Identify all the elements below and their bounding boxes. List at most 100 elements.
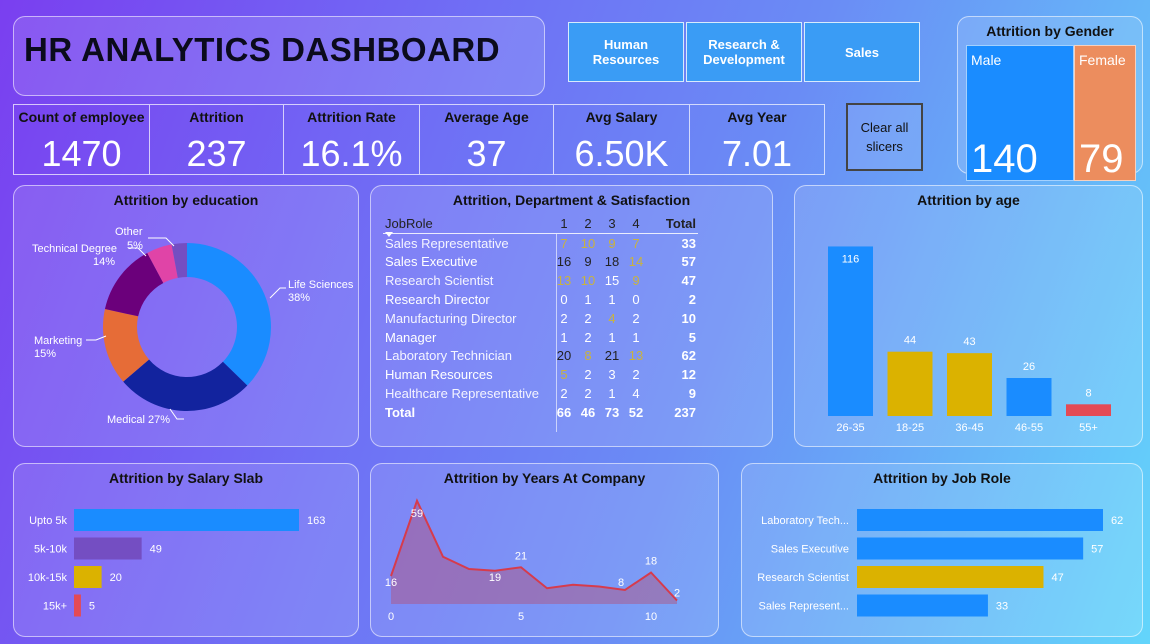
chart-title: Attrition by Years At Company xyxy=(443,470,646,486)
job-role-category-label: Laboratory Tech... xyxy=(761,515,849,527)
sort-caret-icon[interactable] xyxy=(385,232,393,237)
salary-bar[interactable] xyxy=(74,566,102,588)
matrix-cell: 1 xyxy=(632,329,640,345)
matrix-cell: 1 xyxy=(608,329,616,345)
kpi-value: 7.01 xyxy=(721,133,793,174)
attrition-by-gender-card: Attrition by Gender Male 140 Female 79 xyxy=(957,16,1143,181)
kpi-label: Avg Salary xyxy=(585,109,658,125)
kpi-average-age: Average Age 37 xyxy=(420,105,554,174)
matrix-row[interactable]: Sales Executive 16 9 18 14 57 xyxy=(383,253,698,272)
salary-category-label: 5k-10k xyxy=(34,544,68,556)
attrition-by-years-card: Attrition by Years At Company 16 59 19 21 8 1… xyxy=(370,463,719,637)
salary-bar[interactable] xyxy=(74,509,299,531)
years-line[interactable] xyxy=(390,498,678,602)
matrix-cell: 15 xyxy=(604,273,620,289)
matrix-cell: 9 xyxy=(584,254,592,270)
matrix-row[interactable]: Human Resources 5 2 3 2 12 xyxy=(383,365,698,384)
age-bar[interactable] xyxy=(887,351,933,416)
donut-slice[interactable] xyxy=(171,243,187,278)
leader-line xyxy=(269,287,286,299)
salary-bar[interactable] xyxy=(74,594,81,617)
matrix-total-row: Total 66 46 73 52 237 xyxy=(383,403,698,422)
salary-bar-value: 49 xyxy=(150,544,162,556)
matrix-jobrole: Sales Representative xyxy=(385,235,509,251)
job-role-bar[interactable] xyxy=(857,509,1103,531)
donut-slice[interactable] xyxy=(123,359,248,411)
matrix-total-cell: 47 xyxy=(681,273,696,289)
matrix-total-cell: 237 xyxy=(674,404,696,420)
matrix-row[interactable]: Research Scientist 13 10 15 9 47 xyxy=(383,271,698,290)
matrix-cell: 2 xyxy=(584,367,592,383)
matrix-total-cell: 12 xyxy=(681,367,696,383)
matrix-row[interactable]: Research Director 0 1 1 0 2 xyxy=(383,290,698,309)
matrix-cell: 4 xyxy=(632,386,640,402)
matrix-cell: 2 xyxy=(584,329,592,345)
matrix-row[interactable]: Manufacturing Director 2 2 4 2 10 xyxy=(383,309,698,328)
job-role-bar[interactable] xyxy=(857,537,1084,560)
job-role-bar-value: 57 xyxy=(1091,544,1103,556)
salary-bar-value: 5 xyxy=(89,601,95,613)
age-bar[interactable] xyxy=(947,353,992,416)
years-point-label: 8 xyxy=(618,577,624,589)
clear-slicers-button[interactable]: Clear all slicers xyxy=(846,103,923,171)
matrix-row[interactable]: Manager 1 2 1 1 5 xyxy=(383,328,698,347)
years-point-label: 19 xyxy=(489,572,501,584)
matrix-header-jobrole[interactable]: JobRole xyxy=(385,215,433,231)
age-bar-value: 44 xyxy=(904,335,916,347)
kpi-value: 1470 xyxy=(41,133,122,174)
years-x-tick: 5 xyxy=(518,611,524,623)
matrix-header-2: 2 xyxy=(584,215,592,231)
job-role-bar[interactable] xyxy=(857,566,1044,588)
kpi-employee-count: Count of employee 1470 xyxy=(14,105,150,174)
job-role-bar[interactable] xyxy=(857,594,988,617)
matrix-divider xyxy=(556,234,557,432)
age-bar-value: 26 xyxy=(1023,361,1035,373)
matrix-row[interactable]: Sales Representative 7 10 9 7 33 xyxy=(383,233,698,252)
matrix-total-cell: 46 xyxy=(580,404,596,420)
donut-slice[interactable] xyxy=(104,252,164,317)
matrix-cell: 13 xyxy=(556,273,572,289)
kpi-value: 6.50K xyxy=(574,133,669,174)
matrix-total-label: Total xyxy=(385,404,416,420)
donut-label: Marketing xyxy=(34,335,82,347)
gender-female-tile[interactable]: Female 79 xyxy=(1074,45,1136,181)
job-role-category-label: Research Scientist xyxy=(757,572,849,584)
salary-bar[interactable] xyxy=(74,537,142,560)
age-category-label: 55+ xyxy=(1079,422,1098,434)
slicer-human-resources[interactable]: Human Resources xyxy=(568,22,684,82)
gender-male-tile[interactable]: Male 140 xyxy=(966,45,1074,181)
salary-category-label: 10k-15k xyxy=(28,572,68,584)
gender-female-label: Female xyxy=(1079,52,1126,68)
matrix-cell: 3 xyxy=(608,367,616,383)
matrix-row[interactable]: Laboratory Technician 20 8 21 13 62 xyxy=(383,347,698,366)
matrix-row[interactable]: Healthcare Representative 2 2 1 4 9 xyxy=(383,384,698,403)
age-bar[interactable] xyxy=(1066,404,1111,416)
donut-slice[interactable] xyxy=(187,243,271,386)
kpi-label: Average Age xyxy=(444,109,529,125)
age-bar[interactable] xyxy=(828,246,873,416)
slicer-research-development[interactable]: Research & Development xyxy=(686,22,802,82)
matrix-cell: 9 xyxy=(608,235,616,251)
matrix-total-cell: 52 xyxy=(628,404,644,420)
kpi-label: Avg Year xyxy=(727,109,787,125)
leader-line xyxy=(169,408,184,420)
kpi-value: 37 xyxy=(466,133,507,174)
salary-bar-value: 163 xyxy=(307,515,325,527)
kpi-value: 237 xyxy=(186,133,247,174)
matrix-header-3: 3 xyxy=(608,215,616,231)
matrix-cell: 2 xyxy=(560,310,568,326)
donut-slice[interactable] xyxy=(102,309,150,382)
matrix-jobrole: Manufacturing Director xyxy=(385,310,517,326)
kpi-avg-year: Avg Year 7.01 xyxy=(690,105,824,174)
job-role-category-label: Sales Executive xyxy=(771,544,849,556)
slicer-sales[interactable]: Sales xyxy=(804,22,920,82)
age-bar[interactable] xyxy=(1006,378,1052,416)
donut-slice[interactable] xyxy=(147,244,178,283)
satisfaction-matrix: JobRole 1 2 3 4 Total Sales Representati… xyxy=(383,214,698,422)
job-role-bar-value: 62 xyxy=(1111,515,1123,527)
matrix-cell: 13 xyxy=(628,348,644,364)
attrition-by-job-role-card: Attrition by Job Role Laboratory Tech...… xyxy=(741,463,1143,637)
kpi-strip: Count of employee 1470 Attrition 237 Att… xyxy=(13,104,825,175)
job-role-bar-value: 47 xyxy=(1051,572,1063,584)
